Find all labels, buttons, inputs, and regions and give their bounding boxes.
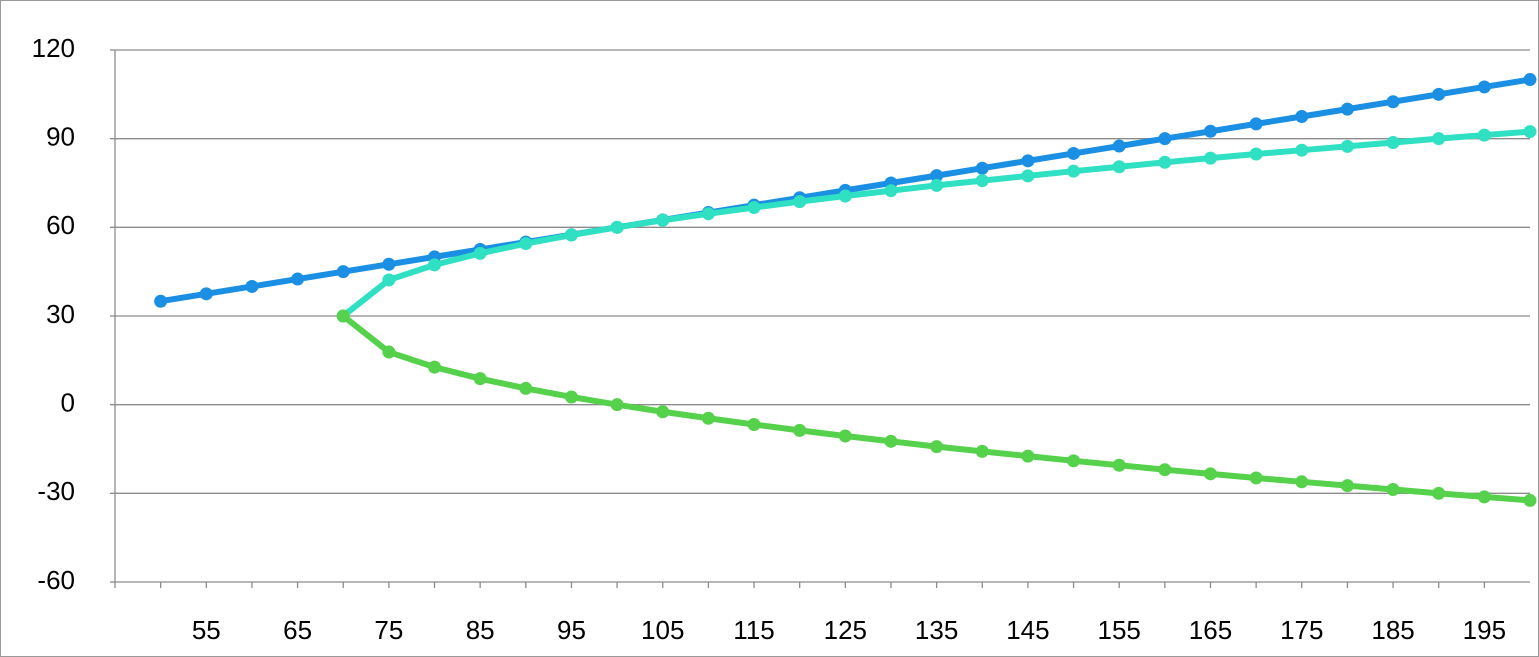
y-tick-label: 60 xyxy=(46,210,75,240)
data-point xyxy=(975,161,989,175)
data-point xyxy=(473,246,487,260)
x-tick-label: 145 xyxy=(1006,615,1049,645)
data-point xyxy=(1386,482,1400,496)
data-point xyxy=(245,279,259,293)
data-point xyxy=(1249,147,1263,161)
data-point xyxy=(656,405,670,419)
data-point xyxy=(930,440,944,454)
data-point xyxy=(1386,95,1400,109)
data-point xyxy=(1477,80,1491,94)
data-point xyxy=(336,309,350,323)
data-point xyxy=(701,207,715,221)
y-tick-label: 90 xyxy=(46,122,75,152)
data-point xyxy=(1158,132,1172,146)
x-tick-label: 175 xyxy=(1280,615,1323,645)
data-point xyxy=(473,372,487,386)
data-point xyxy=(1203,467,1217,481)
data-point xyxy=(747,201,761,215)
data-point xyxy=(884,184,898,198)
y-tick-label: 120 xyxy=(32,33,75,63)
data-point xyxy=(793,195,807,209)
data-point xyxy=(1203,151,1217,165)
data-point xyxy=(1158,463,1172,477)
x-tick-label: 105 xyxy=(641,615,684,645)
data-point xyxy=(610,398,624,412)
data-point xyxy=(1021,169,1035,183)
data-point xyxy=(1112,139,1126,153)
data-point xyxy=(1021,154,1035,168)
data-point xyxy=(975,444,989,458)
y-tick-label: 30 xyxy=(46,299,75,329)
data-point xyxy=(838,429,852,443)
data-point xyxy=(428,360,442,374)
x-tick-label: 125 xyxy=(824,615,867,645)
data-point xyxy=(519,381,533,395)
data-point xyxy=(1523,125,1537,139)
data-point xyxy=(1432,486,1446,500)
data-point xyxy=(1432,87,1446,101)
data-point xyxy=(610,220,624,234)
data-point xyxy=(1021,449,1035,463)
data-point xyxy=(930,169,944,183)
data-point xyxy=(199,287,213,301)
data-point xyxy=(564,228,578,242)
data-point xyxy=(1295,143,1309,157)
data-point xyxy=(1523,73,1537,87)
data-point xyxy=(884,434,898,448)
data-point xyxy=(1112,160,1126,174)
data-point xyxy=(1158,155,1172,169)
data-point xyxy=(519,237,533,251)
data-point xyxy=(975,174,989,188)
data-point xyxy=(382,273,396,287)
data-point xyxy=(1112,458,1126,472)
data-point xyxy=(1386,136,1400,150)
data-point xyxy=(1340,479,1354,493)
x-tick-label: 165 xyxy=(1189,615,1232,645)
data-point xyxy=(336,265,350,279)
data-point xyxy=(291,272,305,286)
data-point xyxy=(1340,139,1354,153)
y-tick-label: -60 xyxy=(37,565,75,595)
data-point xyxy=(1249,117,1263,131)
y-tick-label: 0 xyxy=(61,388,75,418)
data-point xyxy=(382,345,396,359)
x-tick-label: 195 xyxy=(1463,615,1506,645)
data-point xyxy=(793,423,807,437)
data-point xyxy=(930,178,944,192)
data-point xyxy=(1203,124,1217,138)
data-point xyxy=(701,411,715,425)
data-point xyxy=(564,390,578,404)
x-tick-label: 135 xyxy=(915,615,958,645)
x-tick-label: 55 xyxy=(192,615,221,645)
x-tick-label: 95 xyxy=(557,615,586,645)
data-point xyxy=(838,189,852,203)
data-point xyxy=(656,213,670,227)
x-tick-label: 75 xyxy=(374,615,403,645)
x-tick-label: 115 xyxy=(733,615,774,645)
data-point xyxy=(747,417,761,431)
data-point xyxy=(1477,128,1491,142)
y-tick-label: -30 xyxy=(37,476,75,506)
data-point xyxy=(1477,490,1491,504)
x-tick-label: 85 xyxy=(466,615,495,645)
data-point xyxy=(1067,454,1081,468)
data-point xyxy=(1340,102,1354,116)
data-point xyxy=(1249,471,1263,485)
x-tick-label: 155 xyxy=(1097,615,1140,645)
data-point xyxy=(382,257,396,271)
data-point xyxy=(1067,164,1081,178)
data-point xyxy=(428,258,442,272)
data-point xyxy=(1295,475,1309,489)
data-point xyxy=(1523,493,1537,507)
x-tick-label: 65 xyxy=(283,615,312,645)
data-point xyxy=(1432,132,1446,146)
data-point xyxy=(1067,146,1081,160)
x-tick-label: 185 xyxy=(1371,615,1414,645)
data-point xyxy=(1295,110,1309,123)
data-point xyxy=(154,294,168,308)
